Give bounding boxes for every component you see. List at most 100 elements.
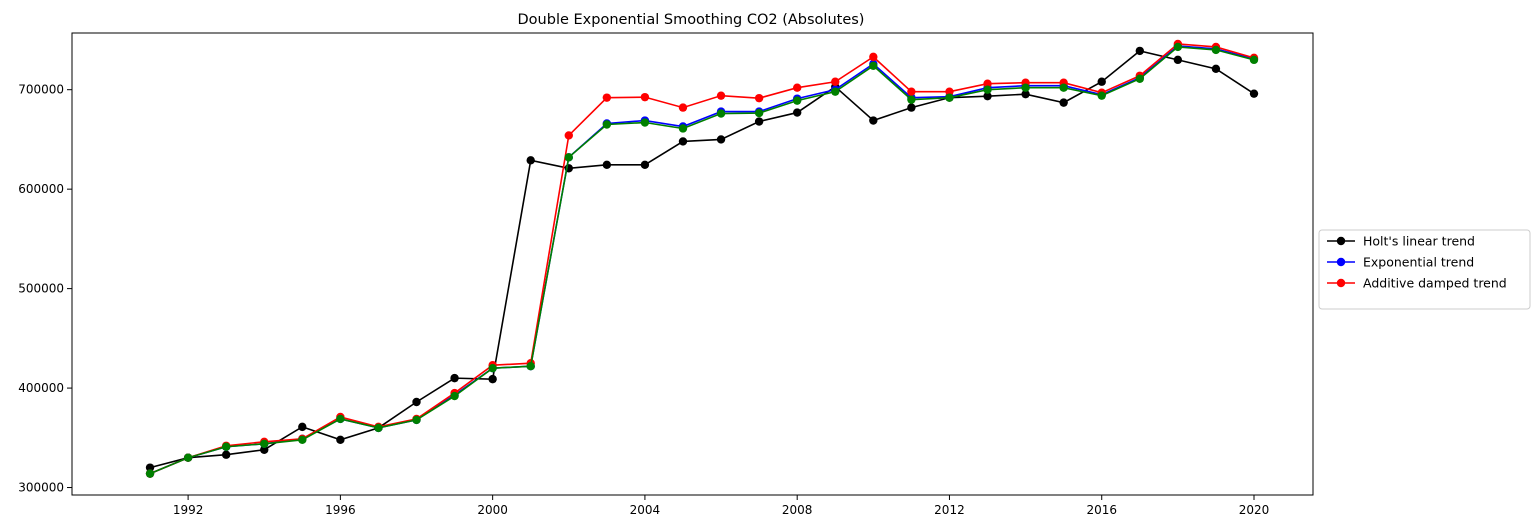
data-point [792,96,802,105]
x-tick-label: 2012 [934,503,965,517]
data-point [869,52,878,62]
data-point [526,156,535,165]
series-0 [145,46,1259,472]
data-point [1211,45,1221,55]
data-point [298,435,307,444]
data-point [1173,55,1183,65]
series-1 [145,41,1259,478]
legend-swatch-marker [1336,236,1346,246]
data-point [678,103,688,112]
data-point [831,77,840,86]
data-point [792,83,802,92]
x-tick-label: 2020 [1239,503,1270,517]
data-point [678,124,688,133]
plot-area [145,39,1259,478]
data-point [869,61,878,71]
data-point [640,92,650,102]
data-point [564,153,573,162]
data-point [754,117,764,126]
data-point [1135,74,1144,83]
data-point [260,445,269,454]
data-point [1021,89,1030,99]
x-tick-label: 1996 [325,503,356,517]
legend-item: Additive damped trend [1327,276,1507,291]
legend-item: Exponential trend [1327,255,1474,270]
series-line [149,50,1255,469]
data-point [221,442,231,451]
series-2 [145,39,1259,478]
data-point [145,469,155,478]
data-point [1135,46,1144,56]
data-point [602,93,612,102]
data-point [640,118,650,127]
legend-label: Holt's linear trend [1363,234,1475,249]
data-point [792,108,802,117]
data-point [488,374,497,384]
data-point [831,87,840,96]
data-point [983,79,992,88]
data-point [754,93,764,103]
data-point [145,463,155,472]
y-tick-label: 300000 [18,481,64,495]
y-tick-label: 500000 [18,282,64,296]
data-point [412,397,421,407]
data-point [1097,77,1106,86]
x-tick-label: 1992 [173,503,204,517]
data-point [945,87,954,96]
data-point [450,373,459,383]
data-point [945,93,954,102]
data-point [221,450,231,459]
legend-swatch-marker [1336,278,1346,288]
data-point [374,423,383,433]
data-point [260,439,269,448]
legend-item: Holt's linear trend [1327,234,1475,249]
legend-label: Additive damped trend [1363,276,1507,291]
data-point [907,87,916,96]
data-point [1249,89,1259,98]
data-point [602,120,612,129]
data-point [1021,83,1030,92]
x-tick-label: 2004 [630,503,661,517]
data-point [678,137,688,146]
data-point [602,160,612,169]
data-point [526,361,535,371]
data-point [412,415,421,425]
legend-swatch-marker [1336,257,1346,267]
data-point [1211,64,1221,74]
series-line [149,43,1255,475]
legend-box [1318,229,1531,310]
data-point [1097,91,1106,100]
data-point [754,108,764,118]
x-tick-label: 2016 [1086,503,1117,517]
x-tick-label: 2008 [782,503,813,517]
series-3 [145,42,1259,478]
data-point [488,363,497,373]
chart-title: Double Exponential Smoothing CO2 (Absolu… [518,12,865,28]
axes-frame [71,32,1314,496]
data-point [183,453,193,462]
x-tick-label: 2000 [477,503,508,517]
data-point [298,422,307,432]
data-point [869,116,878,125]
y-tick-label: 600000 [18,182,64,196]
data-point [716,135,726,144]
data-point [564,131,573,140]
legend: Holt's linear trend Exponential trend Addi… [1318,229,1531,310]
data-point [907,103,916,112]
series-line [149,46,1255,475]
y-tick-label: 400000 [18,381,64,395]
series-line [149,45,1255,475]
data-point [1173,42,1183,52]
data-point [1059,98,1068,107]
data-point [907,95,916,104]
data-point [450,391,459,401]
data-point [983,91,992,101]
data-point [716,91,726,100]
data-point [336,435,345,444]
axes: 1992 1996 2000 2004 2008 2012 2016 2020 300000 40… [18,32,1314,517]
data-point [336,414,345,424]
legend-label: Exponential trend [1363,255,1474,270]
data-point [1249,55,1259,65]
data-point [1059,83,1068,92]
